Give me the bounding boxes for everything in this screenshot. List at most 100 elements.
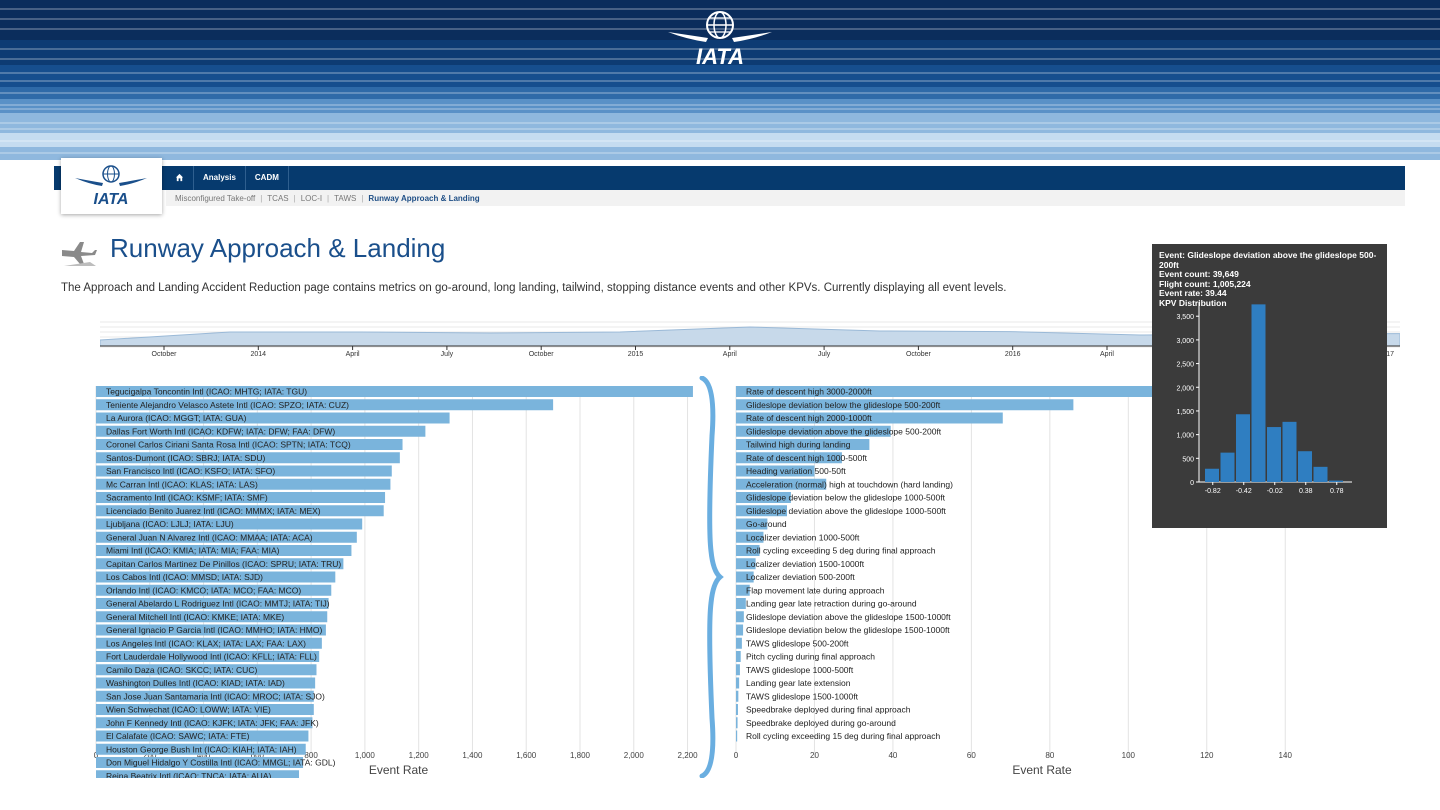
event-bar[interactable] xyxy=(736,637,742,649)
airport-bar[interactable] xyxy=(96,518,363,530)
airport-bar[interactable] xyxy=(96,439,403,450)
event-bar[interactable] xyxy=(736,452,842,464)
event-tick-label: 100 xyxy=(1122,751,1136,760)
airport-bar[interactable] xyxy=(96,412,450,424)
event-bar-label: Flap movement late during approach xyxy=(746,585,885,595)
airport-bar[interactable] xyxy=(96,598,329,609)
airport-bar[interactable] xyxy=(96,531,357,543)
event-bar[interactable] xyxy=(736,704,738,715)
hist-y-tick-label: 0 xyxy=(1190,480,1194,487)
airport-bar-label: Sacramento Intl (ICAO: KSMF; IATA: SMF) xyxy=(106,493,268,503)
airport-bar[interactable] xyxy=(96,717,313,729)
airport-bar[interactable] xyxy=(96,770,300,778)
subnav-tcas[interactable]: TCAS xyxy=(267,193,289,203)
airport-tick-label: 1,800 xyxy=(570,751,591,760)
airport-bar[interactable] xyxy=(96,425,426,437)
event-bar[interactable] xyxy=(736,478,827,490)
hist-bar xyxy=(1329,480,1343,482)
event-bar-label: Glideslope deviation below the glideslop… xyxy=(746,493,946,503)
event-bar[interactable] xyxy=(736,558,756,570)
event-bar[interactable] xyxy=(736,677,740,689)
airport-bar-label: San Jose Juan Santamaria Intl (ICAO: MRO… xyxy=(106,691,325,701)
event-bar[interactable] xyxy=(736,412,1003,424)
timeline-tick-label: April xyxy=(1100,351,1114,358)
subnav-runway-approach-landing[interactable]: Runway Approach & Landing xyxy=(368,193,480,203)
tooltip-flight-count: Flight count: 1,005,224 xyxy=(1159,278,1251,289)
airport-bar[interactable] xyxy=(96,478,391,490)
airport-bar[interactable] xyxy=(96,730,309,742)
banner-fine-line xyxy=(0,92,1440,94)
svg-text:IATA: IATA xyxy=(94,191,129,208)
airport-bar[interactable] xyxy=(96,399,554,411)
event-bar[interactable] xyxy=(736,571,754,583)
airport-bar[interactable] xyxy=(96,757,304,768)
event-bar[interactable] xyxy=(736,399,1074,411)
airport-bar[interactable] xyxy=(96,465,392,477)
subnav-taws[interactable]: TAWS xyxy=(334,193,357,203)
airport-bar[interactable] xyxy=(96,651,320,662)
event-bar[interactable] xyxy=(736,611,744,623)
event-bar[interactable] xyxy=(736,730,738,742)
airport-bar[interactable] xyxy=(96,690,314,702)
airport-bar-label: El Calafate (ICAO: SAWC; IATA: FTE) xyxy=(106,731,250,741)
airport-tick-label: 2,000 xyxy=(624,751,645,760)
airport-bar[interactable] xyxy=(96,386,693,397)
subnav-separator: | xyxy=(293,193,296,203)
event-bar[interactable] xyxy=(736,598,746,609)
subnav-loc-i[interactable]: LOC-I xyxy=(300,193,323,203)
subnav-separator: | xyxy=(361,193,364,203)
hist-x-tick-label: -0.82 xyxy=(1205,488,1221,495)
event-bar-label: Glideslope deviation above the glideslop… xyxy=(746,426,942,436)
airport-bar[interactable] xyxy=(96,677,316,689)
event-bar[interactable] xyxy=(736,439,870,450)
airport-bar[interactable] xyxy=(96,664,317,676)
event-bar[interactable] xyxy=(736,624,744,636)
left-wing xyxy=(668,32,708,42)
event-bar[interactable] xyxy=(736,545,760,556)
airport-bar-label: General Mitchell Intl (ICAO: KMKE; IATA:… xyxy=(106,612,284,622)
event-bar[interactable] xyxy=(736,518,768,530)
airport-bar[interactable] xyxy=(96,545,352,556)
nav-cadm[interactable]: CADM xyxy=(246,166,289,190)
event-bar[interactable] xyxy=(736,584,750,596)
event-bar[interactable] xyxy=(736,425,891,437)
airport-bar[interactable] xyxy=(96,505,384,517)
airport-bar-label: Orlando Intl (ICAO: KMCO; IATA: MCO; FAA… xyxy=(106,585,301,595)
top-banner: IATA xyxy=(0,0,1440,160)
airport-bar[interactable] xyxy=(96,558,344,570)
airport-bar-label: Coronel Carlos Ciriani Santa Rosa Intl (… xyxy=(106,440,351,450)
event-bar[interactable] xyxy=(736,505,787,517)
timeline-tick-label: April xyxy=(723,351,737,358)
airport-bar[interactable] xyxy=(96,452,400,464)
event-bar-label: Landing gear late extension xyxy=(746,678,851,688)
event-bar[interactable] xyxy=(736,664,740,676)
event-bar[interactable] xyxy=(736,717,738,729)
event-bar-label: Glideslope deviation below the glideslop… xyxy=(746,400,941,410)
airport-bar-label: General Abelardo L Rodriguez Intl (ICAO:… xyxy=(106,599,330,609)
airport-bar[interactable] xyxy=(96,704,314,715)
subnav-misconfigured-takeoff[interactable]: Misconfigured Take-off xyxy=(175,193,256,203)
airport-bar[interactable] xyxy=(96,584,332,596)
event-bar[interactable] xyxy=(736,386,1156,397)
hist-bar xyxy=(1267,427,1281,482)
nav-analysis[interactable]: Analysis xyxy=(194,166,246,190)
header-logo[interactable]: IATA xyxy=(61,158,162,214)
event-bar[interactable] xyxy=(736,690,739,702)
airport-bar[interactable] xyxy=(96,624,326,636)
event-bar-label: Heading variation 500-50ft xyxy=(746,466,846,476)
banner-fine-line xyxy=(0,140,1440,142)
event-bar-label: Rate of descent high 2000-1000ft xyxy=(746,413,872,423)
airport-bar[interactable] xyxy=(96,611,328,623)
airport-bar[interactable] xyxy=(96,743,306,755)
event-bar[interactable] xyxy=(736,651,741,662)
event-bar[interactable] xyxy=(736,492,791,503)
airport-bar[interactable] xyxy=(96,571,336,583)
iata-logo-icon: IATA xyxy=(75,165,147,208)
nav-home[interactable] xyxy=(166,166,194,190)
event-bar[interactable] xyxy=(736,531,764,543)
airport-bar[interactable] xyxy=(96,637,322,649)
event-bar[interactable] xyxy=(736,465,815,477)
event-tick-label: 0 xyxy=(734,751,739,760)
hist-y-tick-label: 1,000 xyxy=(1176,433,1194,440)
airport-bar[interactable] xyxy=(96,492,386,503)
